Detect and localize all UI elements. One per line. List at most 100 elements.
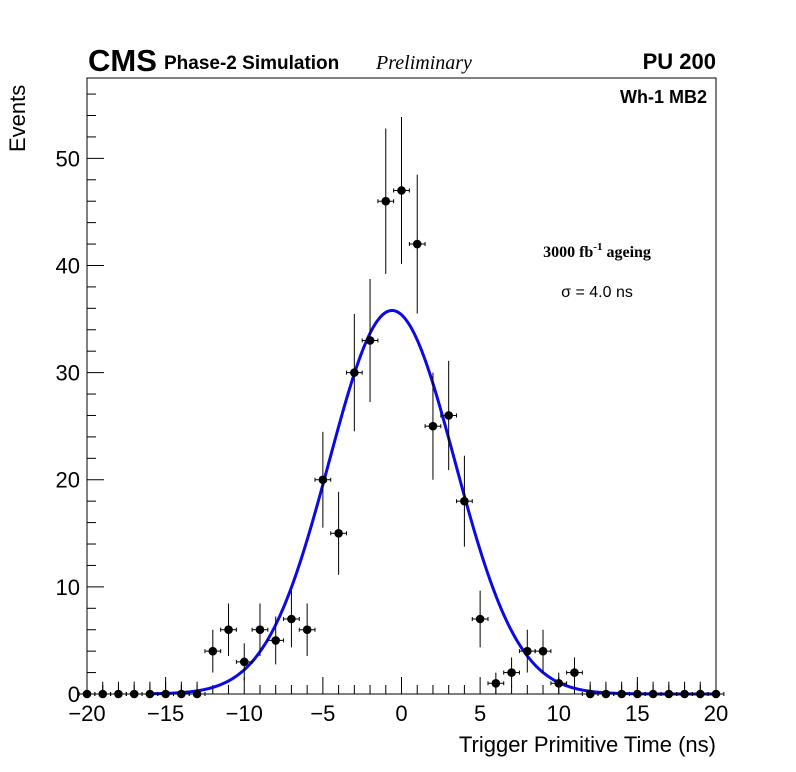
data-point	[298, 603, 316, 656]
x-tick-label: −20	[68, 701, 105, 726]
data-marker	[570, 668, 579, 677]
x-tick-label: −10	[226, 701, 263, 726]
data-point	[94, 681, 112, 699]
data-point	[691, 681, 709, 699]
data-marker	[318, 475, 328, 485]
y-tick-label: 20	[56, 468, 80, 493]
pileup-label: PU 200	[643, 49, 716, 74]
data-marker	[554, 678, 564, 688]
data-marker	[302, 625, 312, 635]
data-point	[78, 681, 96, 699]
data-point	[408, 174, 426, 314]
data-point	[518, 629, 536, 673]
data-marker	[208, 646, 218, 656]
x-tick-label: 0	[395, 701, 407, 726]
data-marker	[507, 668, 516, 677]
data-point	[644, 681, 662, 699]
data-marker	[475, 614, 485, 624]
data-point	[534, 629, 552, 673]
data-point	[440, 360, 458, 471]
data-point	[707, 681, 725, 699]
data-point	[361, 278, 379, 403]
data-marker	[664, 689, 674, 699]
data-point	[235, 643, 253, 681]
data-point	[393, 117, 410, 264]
ageing-label: 3000 fb-1 ageing	[543, 241, 651, 261]
data-point	[345, 313, 363, 432]
ageing-exponent: -1	[593, 241, 602, 253]
data-marker	[617, 689, 626, 699]
data-marker	[412, 239, 422, 249]
data-marker	[444, 411, 453, 420]
axes: −20 −15 −10 −5 0 5 10 15 20 0 10 20 30 40 50	[56, 93, 728, 726]
ageing-suffix: ageing	[602, 244, 650, 261]
data-point	[220, 603, 237, 656]
data-marker	[114, 689, 123, 699]
data-point	[330, 491, 347, 575]
data-marker	[224, 625, 233, 635]
data-marker	[460, 496, 469, 506]
data-marker	[287, 614, 296, 624]
data-marker	[601, 689, 611, 699]
data-marker	[350, 368, 359, 377]
x-tick-label: 20	[704, 701, 728, 726]
data-point	[267, 616, 285, 665]
data-marker	[239, 657, 249, 667]
sigma-label: σ = 4.0 ns	[561, 284, 633, 301]
points-layer	[78, 117, 725, 699]
data-marker	[491, 678, 501, 688]
cms-label: CMS	[88, 43, 157, 78]
data-marker	[585, 689, 595, 699]
x-tick-label: 5	[474, 701, 486, 726]
data-point	[566, 657, 583, 688]
data-point	[487, 672, 505, 694]
y-tick-label: 50	[56, 146, 80, 171]
data-marker	[397, 186, 406, 195]
x-tick-label: −15	[147, 701, 184, 726]
data-marker	[177, 689, 186, 699]
preliminary-label: Preliminary	[375, 52, 472, 74]
y-tick-label: 40	[56, 253, 80, 278]
data-marker	[271, 636, 281, 645]
data-point	[188, 681, 206, 699]
data-marker	[711, 689, 721, 699]
x-tick-label: 15	[625, 701, 649, 726]
data-marker	[145, 689, 155, 699]
data-marker	[334, 529, 343, 538]
data-marker	[161, 689, 170, 699]
data-marker	[381, 196, 391, 206]
data-point	[251, 603, 269, 656]
data-marker	[523, 646, 532, 656]
data-marker	[695, 689, 705, 699]
data-marker	[680, 689, 689, 699]
data-point	[377, 128, 395, 274]
simulation-label: Phase-2 Simulation	[164, 53, 339, 74]
station-label: Wh-1 MB2	[620, 87, 707, 107]
data-point	[283, 590, 300, 648]
y-tick-label: 30	[56, 361, 80, 386]
data-marker	[192, 689, 202, 699]
x-tick-label: −5	[310, 701, 335, 726]
data-point	[424, 372, 442, 480]
x-tick-label: 10	[547, 701, 571, 726]
data-marker	[648, 689, 658, 699]
y-axis-title: Events	[5, 85, 30, 152]
ageing-base: 3000 fb	[543, 244, 593, 261]
x-axis-title: Trigger Primitive Time (ns)	[459, 732, 716, 757]
data-marker	[428, 421, 438, 431]
y-tick-label: 10	[56, 575, 80, 600]
data-marker	[255, 625, 265, 635]
data-point	[204, 629, 222, 673]
y-tick-label: 0	[68, 682, 80, 707]
data-point	[550, 672, 568, 694]
data-point	[471, 590, 489, 648]
data-point	[314, 431, 332, 528]
data-marker	[129, 689, 139, 699]
data-point	[456, 455, 473, 547]
data-marker	[538, 646, 548, 656]
data-point	[503, 657, 520, 688]
data-marker	[98, 689, 108, 699]
data-marker	[82, 689, 92, 699]
